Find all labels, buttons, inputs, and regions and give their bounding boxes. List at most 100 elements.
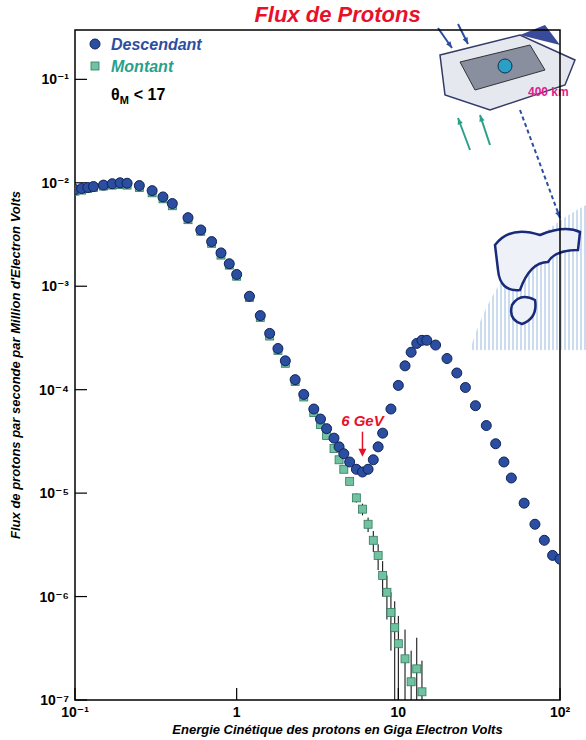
point [387,609,395,617]
point [400,361,410,371]
annotation-arrowhead [358,449,366,457]
x-axis-title: Energie Cinétique des protons en Giga El… [172,722,502,737]
point [299,389,309,399]
point [491,439,501,449]
arrow [458,118,470,150]
point [460,382,470,392]
arrow [458,24,468,44]
point [244,291,254,301]
point [368,455,378,465]
y-tick [75,493,87,494]
point [481,421,491,431]
y-tick-label: 10⁻⁷ [40,692,69,708]
y-tick [75,699,87,700]
point [499,457,509,467]
x-tick [236,688,237,700]
point [555,554,560,564]
arrow [438,28,452,48]
point [88,182,98,192]
point [394,640,402,648]
point [470,401,480,411]
point [216,248,226,258]
point [442,354,452,364]
arrow [520,110,560,218]
point [122,178,132,188]
error-bar [411,651,412,700]
point [391,624,399,632]
point [519,498,529,508]
point [383,588,391,596]
arrow [479,115,490,145]
point [530,519,540,529]
x-tick [559,688,560,700]
point [386,404,396,414]
x-tick-label: 10 [391,704,407,720]
x-tick [74,688,75,700]
point [290,375,300,385]
point [363,464,373,474]
legend-label: Montant [111,58,174,75]
illustration [438,24,586,350]
x-tick-label: 1 [233,704,241,720]
point [374,551,382,559]
shuttle [440,35,575,110]
y-tick-label: 10⁻⁶ [40,589,69,605]
chart: Flux de Protons400 km10⁻¹11010²10⁻⁷10⁻⁶1… [0,0,586,740]
point [280,356,290,366]
point [207,237,217,247]
point [224,259,234,269]
point [393,380,403,390]
point [379,571,387,579]
point [539,535,549,545]
continent [495,229,580,290]
point [322,424,332,434]
point [364,520,372,528]
point [158,192,168,202]
detector [498,59,512,73]
point [352,494,360,502]
point [418,688,426,696]
point [358,505,366,513]
legend-label: Descendant [111,36,202,53]
marks [75,178,560,700]
annotation: 6 GeV [341,412,386,429]
error-bar [405,630,406,700]
plot-frame [75,30,560,700]
point [401,655,409,663]
x-tick-label: 10² [550,704,571,720]
continent [511,297,535,324]
legend: Descendant Montant θM< 17 [90,36,202,106]
legend-marker [90,39,100,49]
error-bar [390,592,391,650]
y-tick [75,79,87,80]
legend-note: θM< 17 [111,86,166,106]
point [406,347,416,357]
point [431,340,441,350]
title: Flux de Protons [254,2,420,27]
point [506,473,516,483]
point [346,477,354,485]
legend-note-subscript: M [120,94,129,106]
y-axis-title: Flux de protons par seconde par Million … [8,191,23,539]
point [255,311,265,321]
y-tick [75,596,87,597]
y-tick-label: 10⁻² [41,175,69,191]
legend-note-symbol: θ [111,86,120,103]
y-tick [75,389,87,390]
point [134,181,144,191]
point [407,678,415,686]
point [232,269,242,279]
point [373,442,383,452]
point [413,665,421,673]
series-0 [75,178,560,564]
y-tick [75,286,87,287]
point [183,213,193,223]
point [369,536,377,544]
y-tick-label: 10⁻³ [41,278,69,294]
point [273,344,283,354]
point [452,368,462,378]
annotation: 400 km [528,85,569,99]
point [315,414,325,424]
y-tick-label: 10⁻⁴ [39,382,69,398]
point [265,328,275,338]
